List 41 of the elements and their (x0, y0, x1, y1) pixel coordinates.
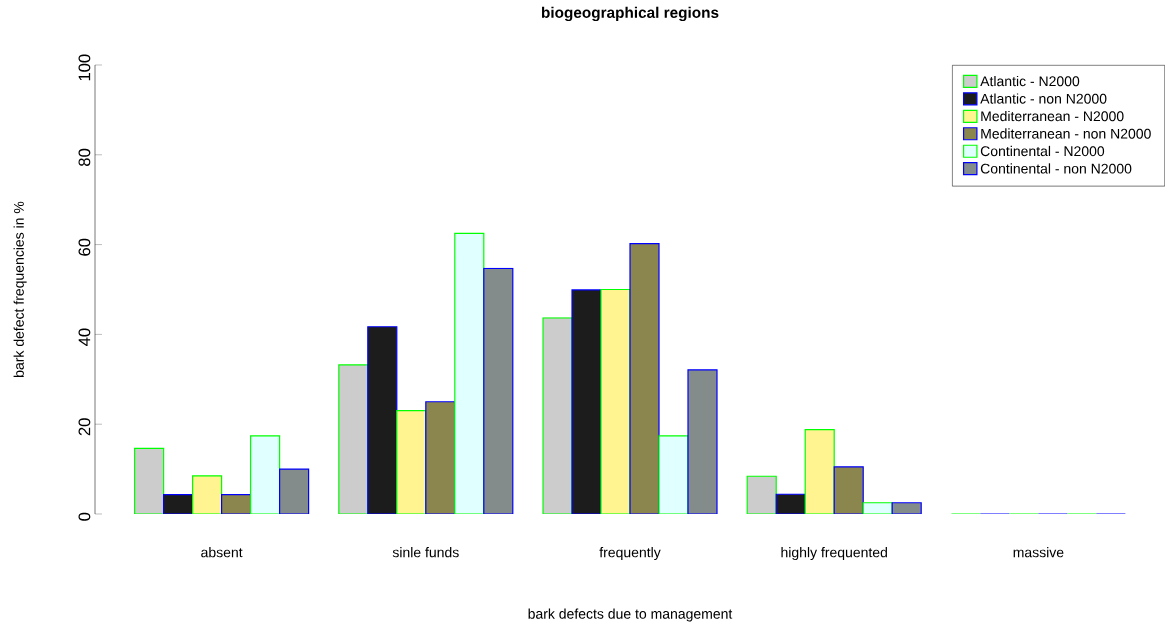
x-tick-label: highly frequented (781, 547, 887, 561)
x-axis-title: bark defects due to management (528, 608, 733, 622)
bar (658, 435, 689, 514)
bar (687, 369, 718, 514)
bar (629, 243, 660, 514)
bar (221, 494, 252, 514)
legend-label: Mediterranean - non N2000 (981, 128, 1151, 139)
bar (425, 401, 456, 514)
y-tick-label: 100 (78, 54, 91, 81)
bar (163, 494, 194, 514)
chart-title: biogeographical regions (541, 6, 719, 22)
y-tick-label: 40 (78, 328, 91, 346)
legend-label: Mediterranean - N2000 (981, 110, 1124, 122)
x-tick-label: frequently (599, 547, 661, 561)
bar (571, 289, 602, 514)
bar (454, 232, 485, 514)
x-tick-label: massive (1013, 547, 1064, 558)
bar (542, 317, 573, 514)
x-tick-label: absent (201, 547, 243, 558)
bar (396, 410, 427, 514)
bar (833, 466, 864, 514)
y-tick-label: 0 (78, 512, 91, 521)
bar (746, 475, 777, 514)
bar (367, 326, 398, 514)
bar (804, 428, 835, 514)
bar (134, 447, 165, 514)
y-tick-label: 80 (78, 148, 91, 166)
y-axis-title: bark defect frequencies in % (13, 201, 27, 377)
bar (338, 364, 369, 514)
x-tick-label: sinle funds (392, 547, 459, 558)
bar (279, 468, 310, 514)
legend-label: Continental - N2000 (980, 145, 1105, 157)
legend-label: Continental - non N2000 (980, 163, 1132, 174)
y-tick-label: 20 (78, 418, 91, 436)
y-tick-label: 60 (78, 238, 91, 256)
legend-label: Atlantic - non N2000 (980, 93, 1107, 104)
legend-label: Atlantic - N2000 (980, 75, 1080, 87)
bar (250, 435, 281, 514)
bar (483, 267, 514, 514)
bar (600, 288, 631, 514)
bar (192, 475, 223, 514)
